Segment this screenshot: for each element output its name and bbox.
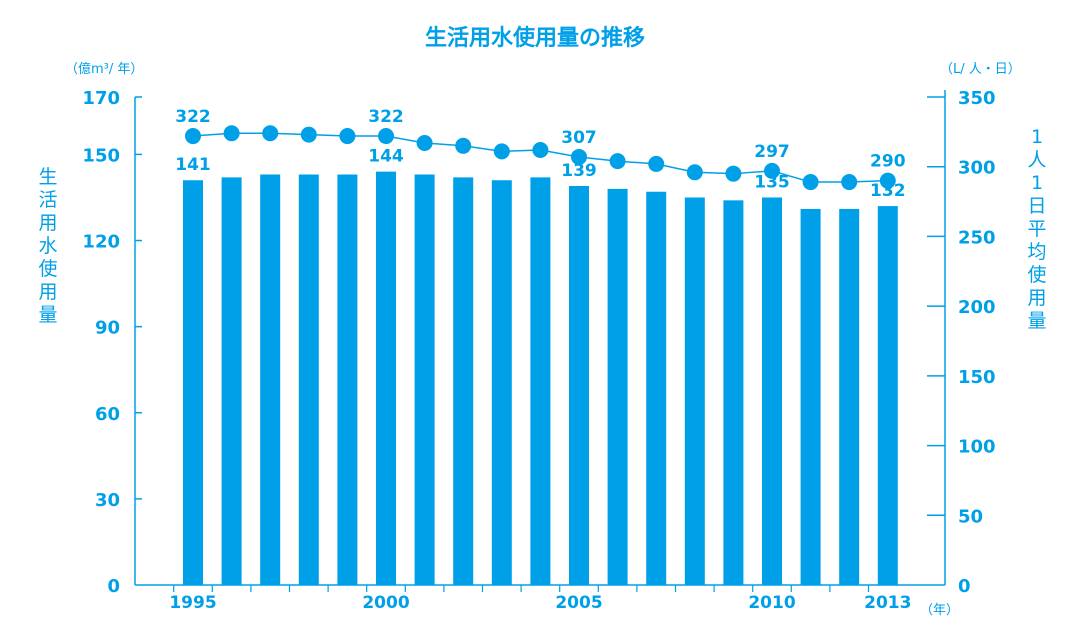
bar-1997 [260,174,281,585]
right-tick-label: 250 [958,227,996,248]
chart-title: 生活用水使用量の推移 [425,25,645,51]
line-series [185,125,896,191]
bar-value-label: 141 [175,155,211,175]
axis-title-char: 使 [1027,264,1046,286]
bar-2012 [839,208,860,585]
bar-2005 [569,185,589,586]
axis-title-char: 平 [1027,218,1046,240]
line-point-2008 [686,164,703,181]
bar-2003 [491,180,512,585]
x-tick-label: 2010 [748,593,795,613]
bar-value-label: 139 [561,161,597,181]
axis-title-char: 均 [1027,241,1046,263]
line-point-2011 [802,174,819,191]
left-tick-label: 90 [95,318,120,339]
line-point-2009 [725,165,742,182]
axis-title-char: 生 [38,166,57,188]
right-tick-label: 300 [958,158,996,179]
line-point-2007 [648,155,665,172]
bar-2000 [376,171,396,585]
bar-1995 [183,180,203,585]
x-tick-label: 2000 [362,593,409,613]
bar-2010 [762,197,782,585]
axis-title-char: 用 [38,212,57,234]
line-point-2003 [493,143,510,160]
axis-title-char: 1 [1031,172,1043,194]
left-axis-title: 生活用水使用量 [38,166,57,326]
right-axis-unit: （L/ 人・日） [940,62,1021,77]
x-tick-label: 1995 [169,593,216,613]
right-tick-label: 200 [958,297,996,318]
bar-1998 [298,174,319,585]
bar-2008 [684,197,705,585]
bar-2011 [800,208,821,585]
line-point-2002 [455,137,472,154]
axis-title-char: 使 [38,258,57,280]
line-point-2005 [571,148,587,165]
line-point-2000 [378,128,394,145]
line-point-1998 [300,126,317,143]
axis-title-char: 活 [38,189,57,211]
bar-2007 [646,191,667,585]
left-tick-label: 150 [82,145,120,166]
right-tick-label: 100 [958,437,996,458]
axis-title-char: 量 [38,304,57,326]
right-tick-label: 0 [958,576,971,597]
left-tick-label: 60 [95,404,120,425]
bar-value-label: 135 [754,172,790,192]
data-labels: 141 144 139 135 132 322 322 307 297 290 [175,107,905,201]
bar-2009 [723,200,744,585]
bar-2006 [607,188,628,585]
left-tick-label: 170 [82,88,120,109]
right-tick-label: 350 [958,88,996,109]
axis-title-char: 日 [1027,195,1046,217]
line-point-2004 [532,141,549,158]
line-value-label: 322 [368,107,404,127]
line-value-label: 307 [561,128,597,148]
line-point-2010 [764,162,780,179]
line-point-1997 [262,125,279,142]
line-point-1996 [223,125,240,142]
left-tick-label: 120 [82,232,120,253]
axis-title-char: 用 [1027,287,1046,309]
right-tick-label: 50 [958,506,983,527]
right-tick-label: 150 [958,367,996,388]
line-value-label: 290 [870,152,906,172]
x-tick-label: 2013 [864,593,911,613]
line-point-2001 [416,135,433,152]
line-point-1999 [339,128,356,145]
bar-1999 [337,174,358,585]
line-value-label: 297 [754,142,790,162]
left-tick-label: 0 [107,576,120,597]
bar-1996 [221,177,242,585]
axis-title-char: 1 [1031,126,1043,148]
bar-value-label: 144 [368,147,404,167]
line-value-label: 322 [175,107,211,127]
bar-value-label: 132 [870,181,906,201]
line-point-2013 [879,172,896,189]
line-point-1995 [185,128,201,145]
bar-2002 [453,177,474,585]
x-axis-unit: （年） [920,603,959,618]
line-point-2012 [841,174,858,191]
bar-2001 [414,174,435,585]
bars [183,171,898,586]
axis-title-char: 水 [38,235,57,257]
axis-title-char: 量 [1027,310,1046,332]
bar-2004 [530,177,551,585]
left-tick-label: 30 [95,490,120,511]
axes: 0 30 60 90 120 150 170 0 50 100 150 200 250 300 350 199… [82,88,995,613]
line-point-2006 [609,153,626,170]
left-axis-unit: （億m³/ 年） [65,61,143,77]
axis-title-char: 人 [1027,149,1046,171]
axis-title-char: 用 [38,281,57,303]
x-tick-label: 2005 [555,593,602,613]
bar-2013 [877,206,898,586]
